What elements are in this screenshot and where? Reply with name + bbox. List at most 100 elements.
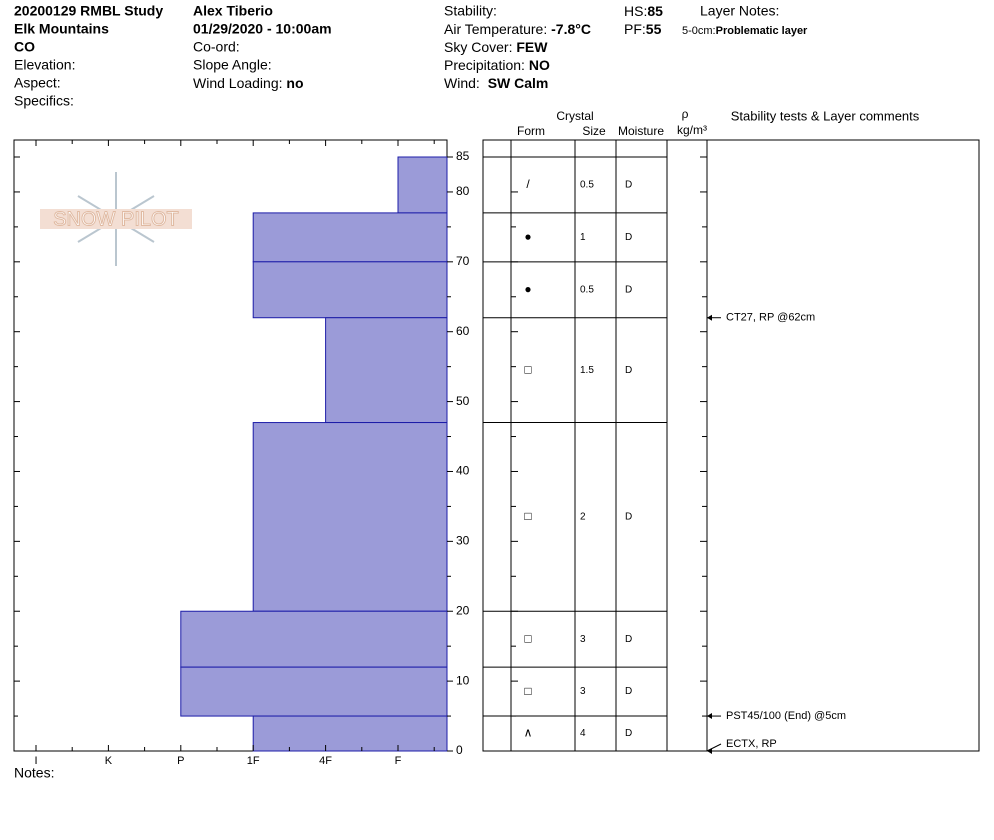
value: -7.8°C (551, 21, 591, 37)
specifics: Specifics: (14, 93, 74, 109)
layer-notes-label: Layer Notes: (700, 3, 779, 19)
crystal-size: 3 (580, 686, 586, 697)
test-result: ECTX, RP (726, 738, 777, 750)
precipitation: Precipitation: NO (444, 57, 550, 73)
moisture: D (625, 512, 632, 523)
x-tick-label: P (177, 755, 184, 767)
crystal-size: 2 (580, 512, 586, 523)
aspect: Aspect: (14, 75, 61, 91)
value: FEW (516, 39, 548, 55)
crystal-size: 3 (580, 634, 586, 645)
x-tick-label: I (34, 755, 37, 767)
y-tick-label: 30 (456, 534, 470, 548)
hs: HS:85 (624, 3, 663, 19)
range: Elk Mountains (14, 21, 109, 37)
value: SW Calm (488, 75, 549, 91)
logo-text: SNOW PILOT (53, 208, 179, 230)
crystal-form: □ (524, 684, 531, 698)
y-tick-label: 70 (456, 254, 470, 268)
crystal-size: 1.5 (580, 365, 594, 376)
hardness-bar (180, 610, 448, 668)
moisture: D (625, 634, 632, 645)
title: 20200129 RMBL Study (14, 3, 163, 19)
x-tick-label: 1F (247, 755, 260, 767)
y-tick-label: 40 (456, 464, 470, 478)
header: 20200129 RMBL Study Elk Mountains CO Ele… (14, 3, 808, 109)
elevation: Elevation: (14, 57, 75, 73)
hardness-bar (180, 666, 448, 717)
text: Problematic layer (716, 25, 808, 37)
crystal-form: □ (524, 362, 531, 376)
rho-header: ρ (682, 107, 689, 121)
arrow-head (707, 748, 712, 754)
datetime: 01/29/2020 - 10:00am (193, 21, 332, 37)
table-columns (510, 140, 708, 751)
density-unit: kg/m³ (677, 123, 707, 137)
y-tick-label: 60 (456, 324, 470, 338)
crystal-form: ● (524, 230, 531, 244)
state: CO (14, 39, 35, 55)
moisture: D (625, 728, 632, 739)
test-result: PST45/100 (End) @5cm (726, 710, 846, 722)
moisture: D (625, 284, 632, 295)
label: Wind Loading: (193, 75, 283, 91)
notes: Notes: (14, 765, 54, 781)
y-tick-label: 0 (456, 743, 463, 757)
y-tick-label: 10 (456, 673, 470, 687)
size-header: Size (582, 124, 606, 138)
value: 55 (646, 21, 662, 37)
label: PF: (624, 21, 646, 37)
y-tick-label: 85 (456, 149, 470, 163)
x-tick-label: K (105, 755, 113, 767)
logo-band (40, 209, 192, 229)
air-temperature: Air Temperature: -7.8°C (444, 21, 591, 37)
hardness-bar (252, 715, 448, 752)
hardness-bar (252, 212, 448, 263)
hardness-bar (325, 317, 448, 424)
y-tick-label: 80 (456, 184, 470, 198)
value: no (286, 75, 303, 91)
y-tick-label: 50 (456, 394, 470, 408)
coord: Co-ord: (193, 39, 240, 55)
wind-loading: Wind Loading: no (193, 75, 304, 91)
pf: PF:55 (624, 21, 662, 37)
moisture-header: Moisture (618, 124, 664, 138)
label: Air Temperature: (444, 21, 547, 37)
crystal-size: 4 (580, 728, 586, 739)
arrow-head (707, 713, 712, 720)
label: Precipitation: (444, 57, 525, 73)
x-tick-label: 4F (319, 755, 332, 767)
observer: Alex Tiberio (193, 3, 273, 19)
moisture: D (625, 232, 632, 243)
arrow-head (707, 314, 712, 321)
logo: SNOW PILOT (40, 172, 192, 266)
layer-note: 5-0cm:Problematic layer (682, 25, 808, 37)
crystal-form: □ (524, 631, 531, 645)
crystal-form: ● (524, 282, 531, 296)
crystal-form: ∧ (524, 726, 533, 740)
value: 85 (647, 3, 663, 19)
x-tick-label: F (395, 755, 402, 767)
value: NO (529, 57, 550, 73)
label: Wind: (444, 75, 480, 91)
crystal-size: 0.5 (580, 180, 594, 191)
range: 5-0cm: (682, 25, 716, 37)
hardness-bar (252, 422, 448, 612)
y-tick-label: 20 (456, 603, 470, 617)
crystal-size: 0.5 (580, 284, 594, 295)
wind: Wind: SW Calm (444, 75, 548, 91)
moisture: D (625, 365, 632, 376)
test-result: CT27, RP @62cm (726, 312, 815, 324)
crystal-form: □ (524, 509, 531, 523)
moisture: D (625, 686, 632, 697)
hardness-bar (397, 156, 448, 214)
stability: Stability: (444, 3, 497, 19)
form-header: Form (517, 124, 545, 138)
comments-header: Stability tests & Layer comments (731, 108, 920, 123)
table-frame (482, 139, 980, 752)
crystal-header: Crystal (556, 109, 593, 123)
slope-angle: Slope Angle: (193, 57, 272, 73)
sky-cover: Sky Cover: FEW (444, 39, 548, 55)
crystal-size: 1 (580, 232, 586, 243)
